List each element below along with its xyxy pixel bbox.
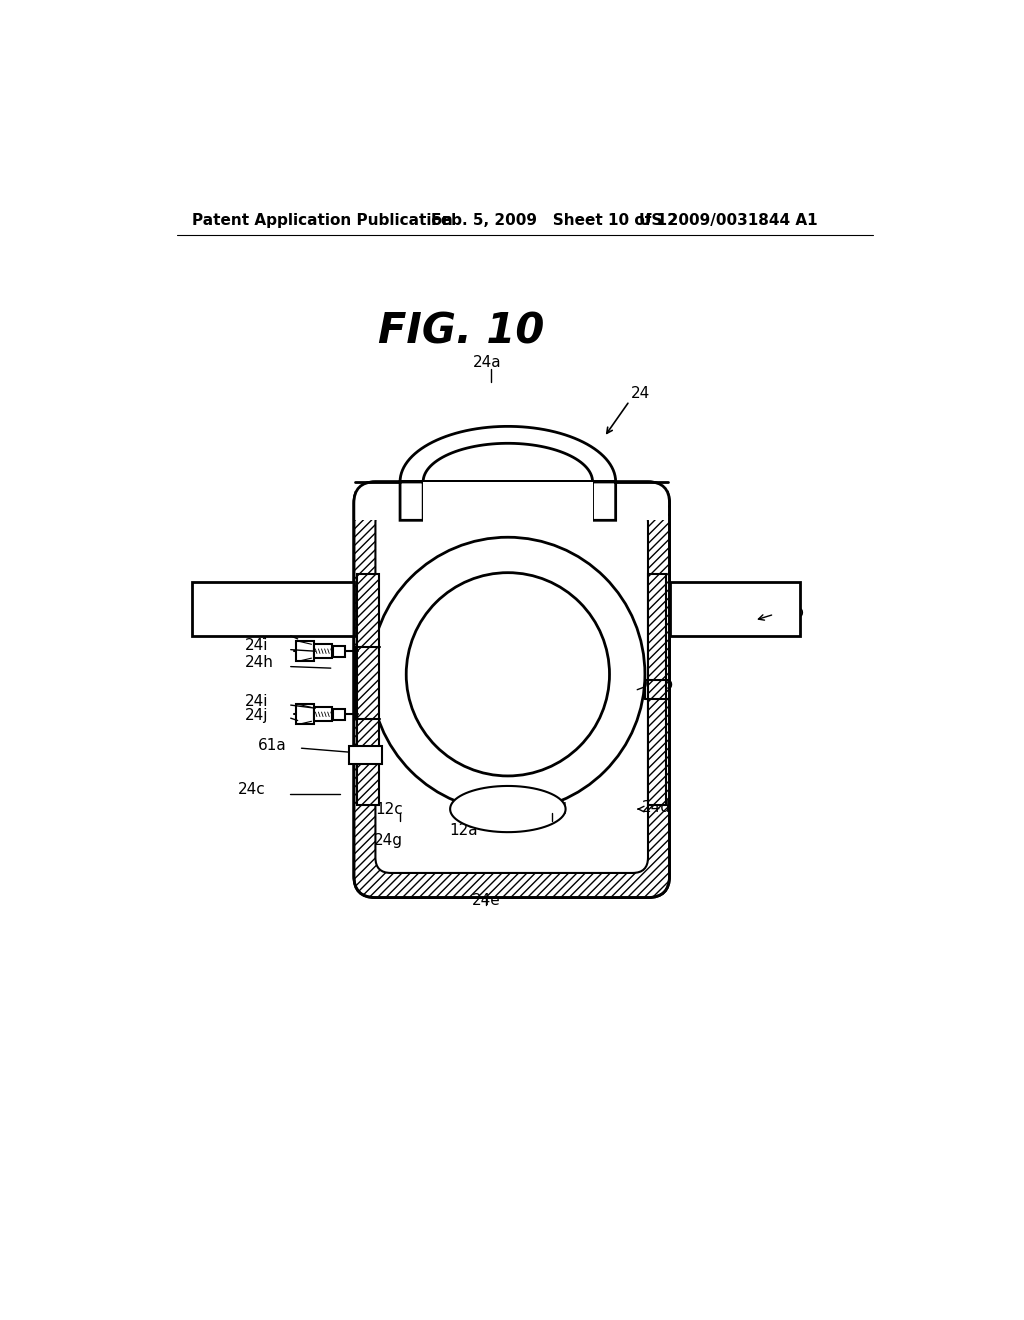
Polygon shape xyxy=(400,426,615,520)
Text: FIG. 10: FIG. 10 xyxy=(379,310,545,352)
Text: 24i: 24i xyxy=(245,639,268,653)
Polygon shape xyxy=(615,482,668,520)
Text: 24j: 24j xyxy=(245,624,268,639)
Polygon shape xyxy=(648,574,667,805)
Polygon shape xyxy=(333,645,345,656)
Text: 24: 24 xyxy=(631,385,650,401)
Text: 24e: 24e xyxy=(472,894,501,908)
Text: Patent Application Publication: Patent Application Publication xyxy=(193,213,453,227)
Text: 12d: 12d xyxy=(539,801,567,817)
Polygon shape xyxy=(451,785,565,832)
Polygon shape xyxy=(333,709,345,719)
Text: 12a: 12a xyxy=(449,824,477,838)
Text: 25a: 25a xyxy=(392,495,421,510)
Text: 12c: 12c xyxy=(376,801,403,817)
Text: 24c: 24c xyxy=(239,783,266,797)
Polygon shape xyxy=(670,582,801,636)
Text: 24d: 24d xyxy=(642,800,671,814)
Polygon shape xyxy=(313,708,333,721)
Text: 24i: 24i xyxy=(245,694,268,709)
Text: US 2009/0031844 A1: US 2009/0031844 A1 xyxy=(639,213,817,227)
Text: 61a: 61a xyxy=(258,738,287,752)
Text: 24a: 24a xyxy=(473,355,502,370)
Text: 24h: 24h xyxy=(245,655,273,671)
Polygon shape xyxy=(357,574,379,805)
Circle shape xyxy=(407,573,609,776)
Circle shape xyxy=(371,537,645,812)
Text: 24j: 24j xyxy=(245,708,268,722)
Polygon shape xyxy=(296,705,313,725)
Polygon shape xyxy=(193,582,354,636)
Text: 24g: 24g xyxy=(374,833,402,849)
Polygon shape xyxy=(423,482,593,521)
Polygon shape xyxy=(313,644,333,659)
Polygon shape xyxy=(296,642,313,661)
FancyBboxPatch shape xyxy=(354,482,670,898)
FancyBboxPatch shape xyxy=(376,507,648,873)
Text: Feb. 5, 2009   Sheet 10 of 12: Feb. 5, 2009 Sheet 10 of 12 xyxy=(431,213,678,227)
Text: 61b: 61b xyxy=(645,677,674,692)
Text: 25b: 25b xyxy=(550,495,580,510)
Text: 24b: 24b xyxy=(776,605,805,620)
Polygon shape xyxy=(349,746,382,764)
Polygon shape xyxy=(355,482,400,520)
